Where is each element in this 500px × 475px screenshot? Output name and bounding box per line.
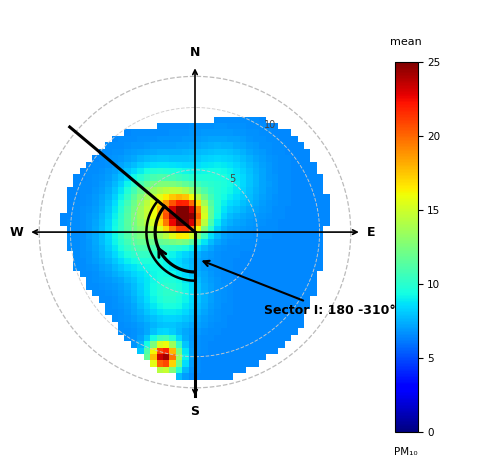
Text: PM₁₀: PM₁₀ — [394, 447, 418, 457]
Text: W: W — [10, 226, 24, 238]
Text: 10: 10 — [264, 120, 276, 130]
Text: E: E — [366, 226, 375, 238]
Text: 5: 5 — [230, 173, 235, 183]
Text: S: S — [190, 405, 200, 418]
Text: N: N — [190, 46, 200, 59]
Text: Sector I: 180 -310°: Sector I: 180 -310° — [204, 261, 396, 317]
Text: mean: mean — [390, 37, 422, 47]
